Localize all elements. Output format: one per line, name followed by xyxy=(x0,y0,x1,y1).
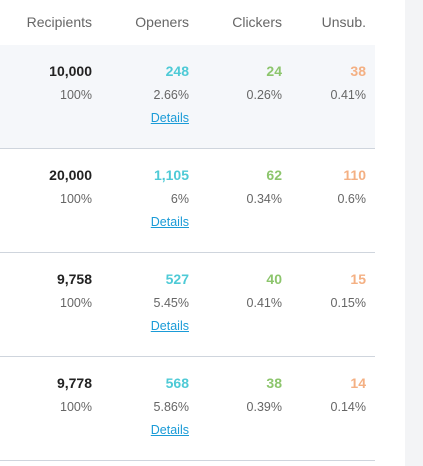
cell-percent: 2.66% xyxy=(153,88,189,102)
cell-value: 248 xyxy=(165,63,189,79)
cell-value: 24 xyxy=(266,63,282,79)
cell-percent: 0.41% xyxy=(330,88,366,102)
cell-percent: 5.45% xyxy=(153,296,189,310)
column-header: Unsub. xyxy=(321,14,366,30)
details-link[interactable]: Details xyxy=(150,111,189,125)
cell-percent: 100% xyxy=(60,400,92,414)
cell-value: 40 xyxy=(266,271,282,287)
column-header: Openers xyxy=(135,14,189,30)
cell-value: 568 xyxy=(165,375,189,391)
cell-value: 20,000 xyxy=(49,167,92,183)
column-header: Recipients xyxy=(26,14,92,30)
cell-percent: 0.15% xyxy=(330,296,366,310)
cell-percent: 0.6% xyxy=(337,192,367,206)
cell-percent: 0.26% xyxy=(246,88,282,102)
details-link[interactable]: Details xyxy=(150,423,189,437)
cell-value: 9,778 xyxy=(56,375,92,391)
cell-value: 62 xyxy=(266,167,282,183)
table-row xyxy=(0,357,375,461)
cell-value: 15 xyxy=(350,271,366,287)
cell-percent: 0.41% xyxy=(246,296,282,310)
cell-value: 527 xyxy=(165,271,189,287)
cell-value: 38 xyxy=(266,375,282,391)
cell-value: 1,105 xyxy=(153,167,189,183)
cell-value: 110 xyxy=(343,167,366,183)
table-row xyxy=(0,149,375,253)
cell-percent: 0.34% xyxy=(246,192,282,206)
table-row xyxy=(0,253,375,357)
cell-percent: 0.39% xyxy=(246,400,282,414)
column-header: Clickers xyxy=(232,14,282,30)
side-panel xyxy=(405,0,423,466)
details-link[interactable]: Details xyxy=(150,319,189,333)
cell-percent: 0.14% xyxy=(330,400,366,414)
cell-percent: 100% xyxy=(60,88,92,102)
cell-value: 38 xyxy=(350,63,366,79)
cell-percent: 5.86% xyxy=(153,400,189,414)
cell-value: 9,758 xyxy=(56,271,92,287)
table-row xyxy=(0,45,375,149)
cell-value: 10,000 xyxy=(49,63,92,79)
cell-percent: 6% xyxy=(170,192,189,206)
cell-percent: 100% xyxy=(60,192,92,206)
cell-percent: 100% xyxy=(60,296,92,310)
details-link[interactable]: Details xyxy=(150,215,189,229)
cell-value: 14 xyxy=(350,375,366,391)
